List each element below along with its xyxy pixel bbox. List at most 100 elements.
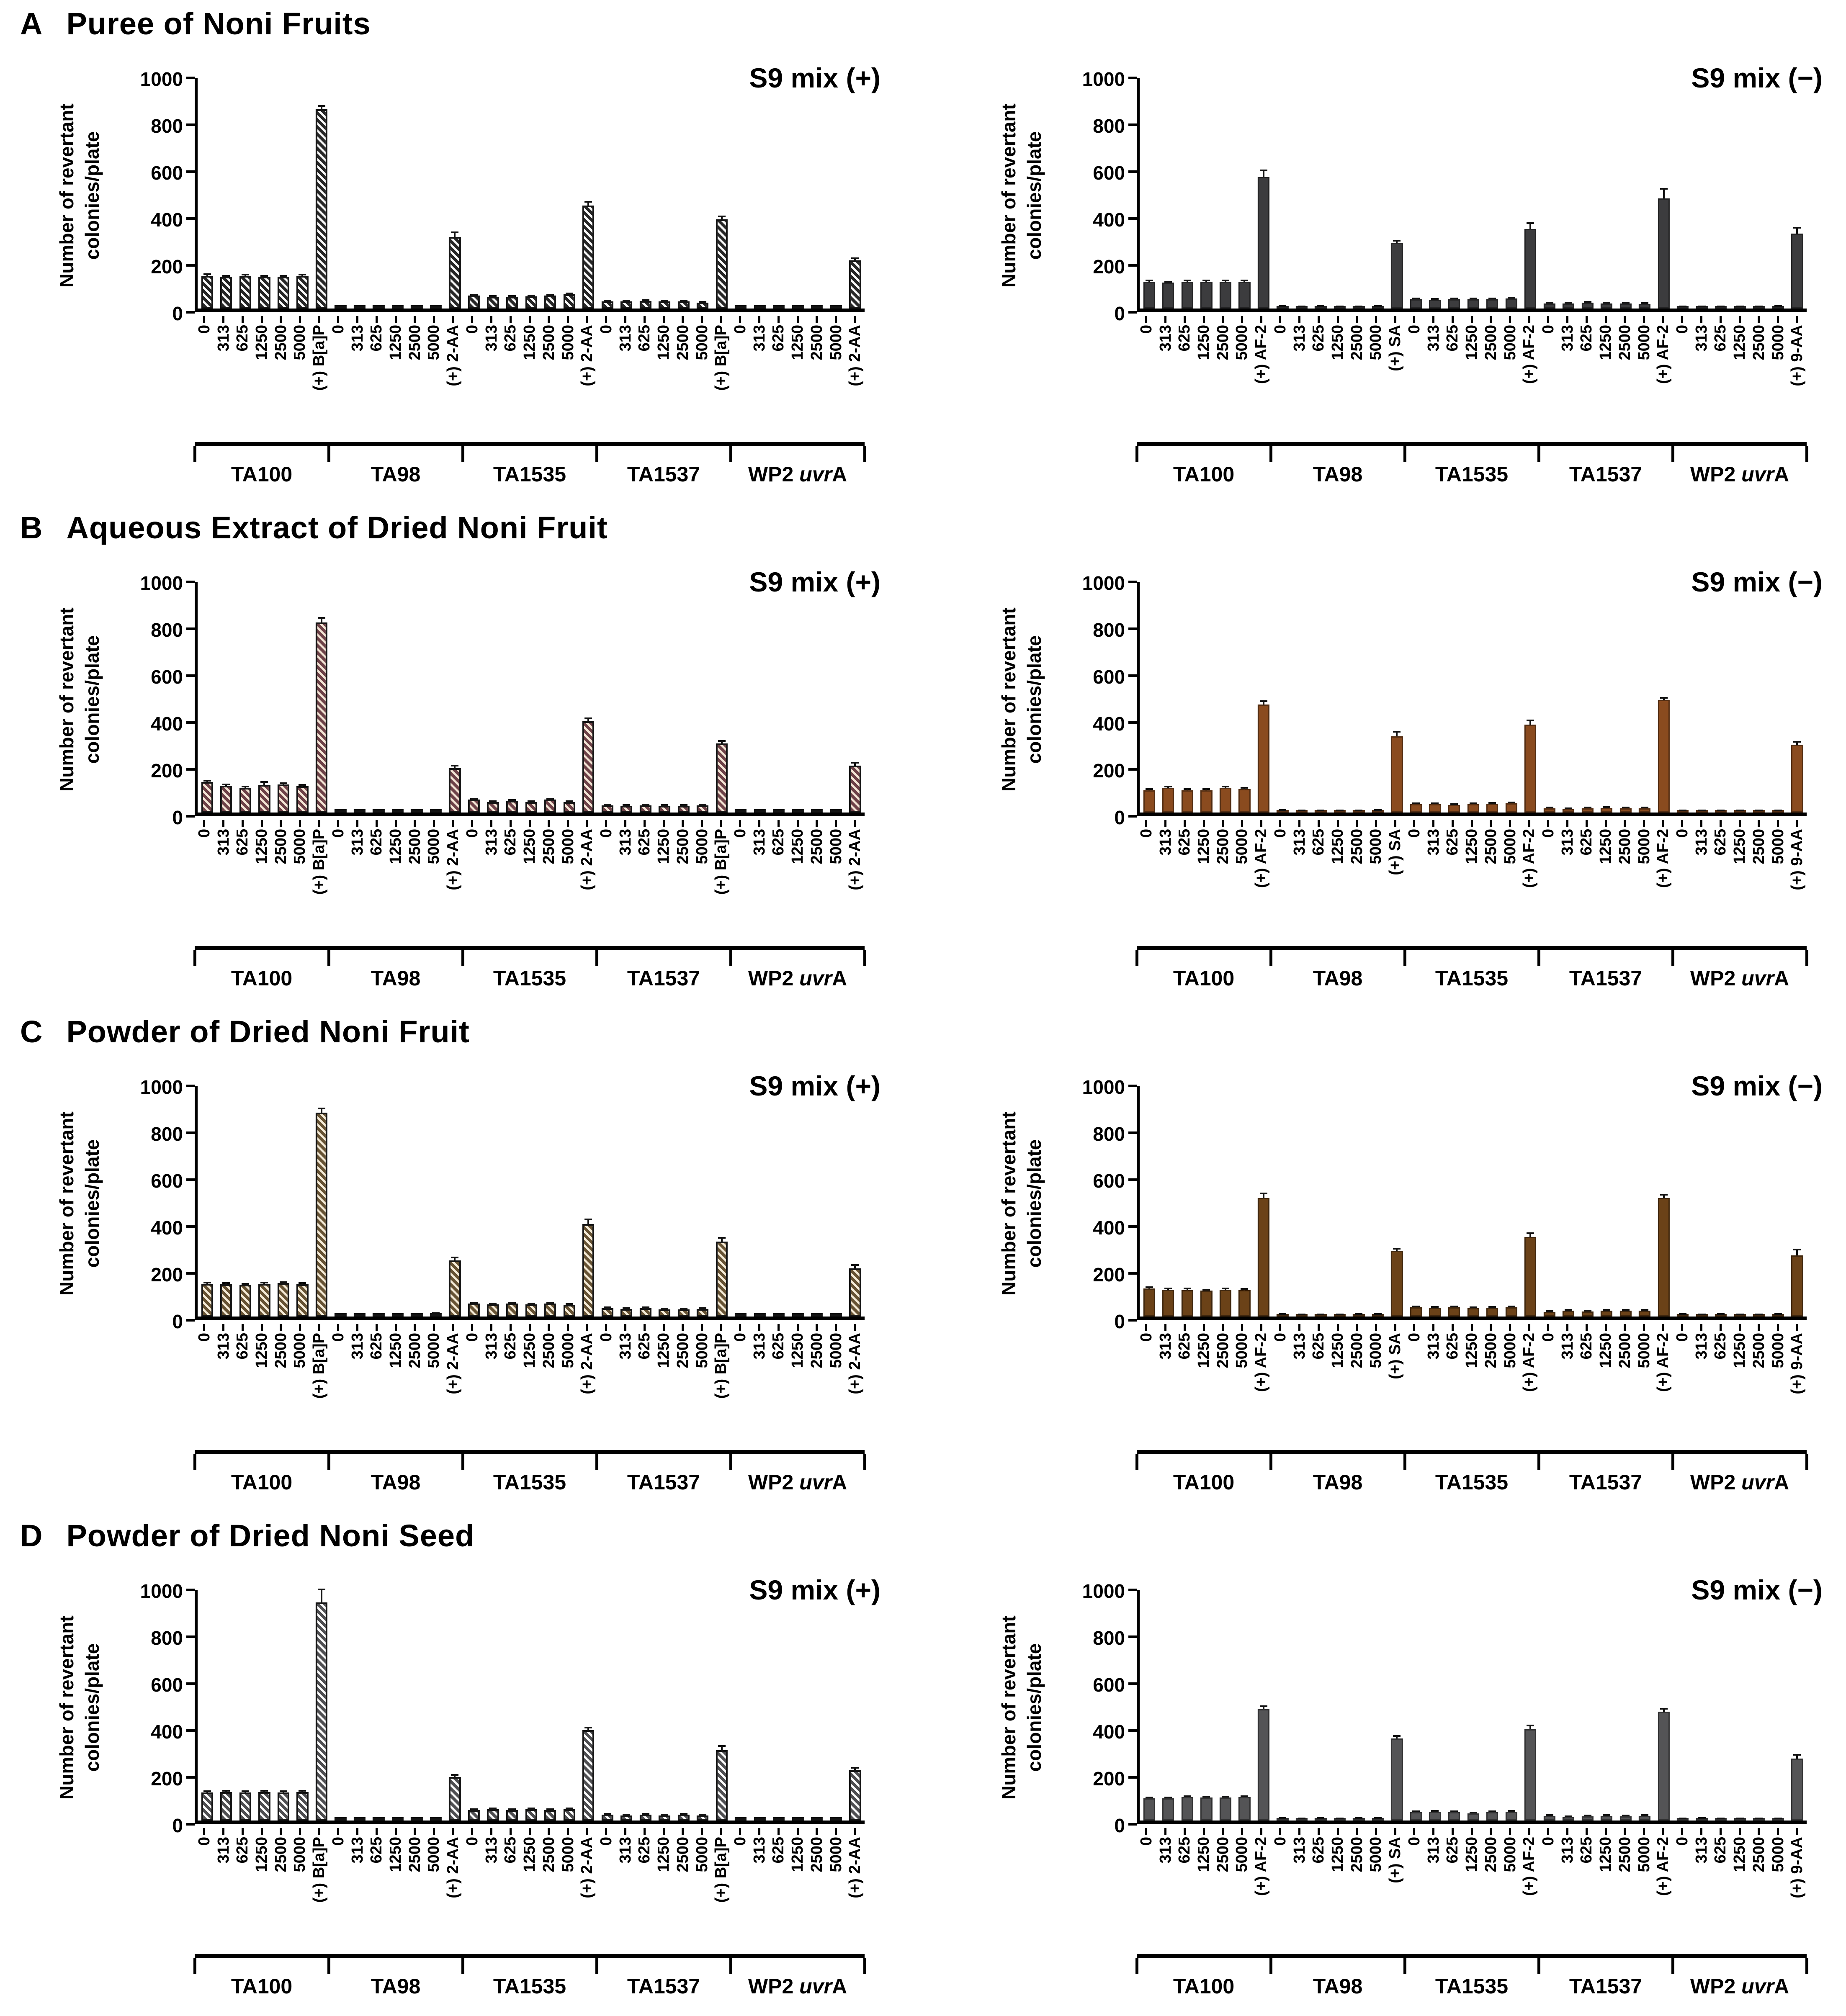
bar-slot — [1750, 1590, 1769, 1821]
error-bar-cap — [1469, 1812, 1477, 1814]
x-label-cell: 5000 — [1233, 829, 1252, 941]
x-tick-slot — [405, 1828, 425, 1835]
y-tick-mark — [186, 815, 195, 818]
x-tick-slot — [1137, 1324, 1156, 1331]
x-tick-mark — [1183, 316, 1186, 323]
x-tick-label: 313 — [1156, 325, 1174, 352]
x-tick-mark — [567, 316, 569, 323]
x-tick-mark — [1260, 1324, 1262, 1331]
bar-slot — [1235, 582, 1254, 813]
bar-slot — [826, 1590, 846, 1821]
error-bar-cap — [565, 293, 573, 295]
x-tick-mark — [1509, 1828, 1511, 1835]
x-label-cell: 0 — [731, 829, 750, 941]
x-tick-slot — [1673, 820, 1692, 827]
panel-c: C Powder of Dried Noni Fruit S9 mix (+) N… — [0, 1008, 1846, 1512]
error-bar-cap — [1393, 1735, 1401, 1737]
bar-slot — [331, 1590, 350, 1821]
x-tick-label: 0 — [1405, 1333, 1423, 1342]
error-bar-cap — [1221, 786, 1229, 788]
x-tick-mark — [280, 1324, 282, 1331]
x-tick-label: (+) AF-2 — [1654, 1837, 1672, 1896]
x-label-cell: 0 — [597, 1837, 616, 1949]
bar — [1181, 1290, 1193, 1317]
x-tick-mark — [605, 820, 608, 827]
x-tick-mark — [586, 1324, 588, 1331]
x-tick-slot — [1290, 820, 1309, 827]
x-tick-mark — [739, 316, 741, 323]
bar — [563, 1809, 575, 1821]
x-label-cell: (+) B[a]P — [711, 325, 731, 437]
x-label-cell: 313 — [1156, 1333, 1175, 1445]
x-tick-mark — [1509, 820, 1511, 827]
bar — [1200, 790, 1213, 813]
x-tick-mark — [777, 820, 780, 827]
bar-slot — [1692, 582, 1712, 813]
bar — [1162, 283, 1174, 309]
x-tick-label: 5000 — [1367, 325, 1385, 360]
error-bar-cap — [1355, 1313, 1363, 1315]
bar-slot — [1654, 78, 1674, 309]
x-tick-mark — [452, 316, 454, 323]
group-bracket-tick — [461, 1454, 464, 1470]
x-label-cell: 0 — [463, 325, 482, 437]
error-bar-cap — [813, 1818, 821, 1819]
error-bar — [1796, 1250, 1798, 1256]
y-tick-label: 200 — [151, 760, 183, 782]
bar-slot — [1521, 582, 1540, 813]
bar-slot — [1292, 1590, 1311, 1821]
y-tick-label: 200 — [1093, 256, 1125, 278]
error-bar-cap — [1545, 301, 1553, 303]
x-tick-label: 0 — [463, 1333, 481, 1342]
bar — [315, 109, 327, 309]
strain-label: TA1537 — [1569, 1471, 1643, 1494]
bar-slot — [1140, 1590, 1159, 1821]
x-tick-mark — [375, 1324, 378, 1331]
bar-slot — [312, 1589, 331, 1821]
bar-slot — [1159, 582, 1178, 813]
x-tick-slot — [1769, 820, 1788, 827]
group-bracket-tick — [1269, 950, 1272, 966]
panel-d: D Powder of Dried Noni Seed S9 mix (+) Nu… — [0, 1512, 1846, 2016]
x-label-cell: 313 — [1558, 1837, 1577, 1949]
bar-slot — [1578, 78, 1597, 309]
bar — [601, 1308, 613, 1317]
y-axis-label-line2: colonies/plate — [1023, 1643, 1045, 1772]
x-tick-label: 2500 — [1482, 1837, 1500, 1872]
x-tick-mark — [1336, 1324, 1339, 1331]
error-bar-cap — [1298, 810, 1305, 811]
bar-slot — [769, 582, 788, 813]
x-tick-slot — [750, 820, 769, 827]
x-tick-label: (+) AF-2 — [1654, 325, 1672, 384]
x-tick-slot — [1577, 316, 1596, 323]
x-tick-slot — [425, 1828, 444, 1835]
panel-b-charts: S9 mix (+) Number of revertant colonies/pl… — [0, 548, 1846, 998]
x-label-cell: 0 — [463, 829, 482, 941]
x-label-cell: 2500 — [1481, 325, 1501, 437]
x-label-cell: 1250 — [654, 325, 673, 437]
bar-slot — [750, 78, 770, 309]
x-label-cell: 2500 — [539, 1333, 559, 1445]
x-label-cell: 1250 — [386, 829, 405, 941]
x-tick-mark — [1490, 1324, 1492, 1331]
x-tick-label: 1250 — [1731, 829, 1749, 864]
group-bracket-tick — [327, 1958, 330, 1974]
bar-slot — [1521, 1086, 1540, 1317]
bar-slot — [1254, 78, 1273, 309]
x-label-cell: 625 — [233, 829, 252, 941]
error-bar-cap — [661, 1308, 669, 1310]
error-bar-cap — [1488, 1306, 1496, 1308]
bars — [198, 582, 865, 813]
bar-slot — [808, 78, 827, 309]
x-label-cell: 1250 — [1730, 1333, 1749, 1445]
x-tick-slot — [654, 1828, 673, 1835]
error-bar-cap — [1679, 306, 1687, 307]
x-tick-mark — [509, 1324, 512, 1331]
error-bar-cap — [680, 1308, 687, 1310]
bar-slot — [1711, 78, 1730, 309]
error-bar-cap — [546, 1808, 554, 1810]
bar — [1658, 1711, 1670, 1821]
bar-slot — [1502, 1086, 1521, 1317]
error-bar-cap — [1298, 306, 1305, 307]
x-tick-slot — [1271, 1324, 1290, 1331]
